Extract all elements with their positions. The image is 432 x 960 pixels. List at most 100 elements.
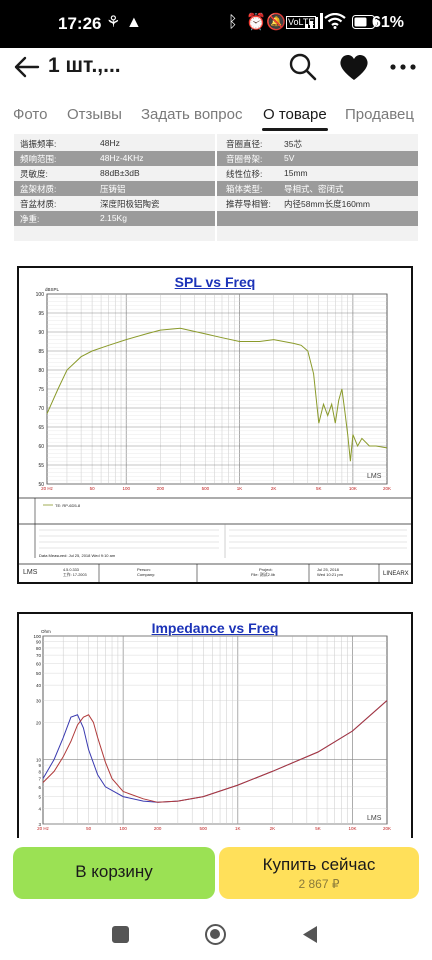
active-tab-indicator: [262, 128, 328, 131]
x-tick-label: 500: [200, 826, 208, 831]
spec-value: 15mm: [284, 168, 308, 178]
x-tick-label: 100: [119, 826, 127, 831]
impedance-chart: 20 Hz 50 100 200 500 1K 2K 5K 10K 20K100908070605…: [19, 629, 411, 841]
bottom-action-bar: В корзину Купить сейчас 2 867 ₽: [0, 838, 432, 900]
wifi-icon: [324, 12, 346, 35]
lms-watermark: LMS: [367, 815, 382, 822]
recent-apps-icon[interactable]: [112, 926, 129, 943]
spec-value: 48Hz-4KHz: [100, 153, 144, 163]
fan-icon: ⚘: [106, 14, 121, 31]
version-text: 4.5.0.333: [63, 568, 79, 572]
x-tick-label: 5K: [316, 486, 322, 491]
spec-key: 箱体类型:: [226, 184, 263, 194]
signal-icon: [304, 13, 326, 35]
y-tick-label: 80: [36, 646, 42, 651]
y-tick-label: 10: [36, 757, 42, 762]
x-tick-label: 20K: [383, 826, 391, 831]
footer-time: Wed 10:21 pm: [317, 572, 344, 577]
spec-key: 盆架材质:: [20, 184, 57, 194]
y-axis-label: dBSPL: [45, 287, 60, 292]
buy-now-label: Купить сейчас: [262, 855, 376, 874]
y-tick-label: 100: [33, 634, 41, 639]
spec-value: 88dB±3dB: [100, 168, 140, 178]
footer-logo: LMS: [23, 569, 38, 576]
x-tick-label: 10K: [349, 486, 357, 491]
y-tick-label: 9: [38, 763, 41, 768]
add-to-cart-button[interactable]: В корзину: [13, 847, 215, 899]
legend-label: TE: RP-6D5-8: [55, 503, 81, 508]
y-tick-label: 20: [36, 720, 42, 725]
tab-about-product[interactable]: О товаре: [263, 106, 327, 123]
search-icon[interactable]: [288, 52, 318, 82]
y-tick-label: 50: [38, 482, 44, 488]
price-label: 2 867 ₽: [298, 877, 340, 891]
mute-icon: 🔕: [266, 14, 286, 31]
spec-key: 推荐导相管:: [226, 199, 271, 209]
add-to-cart-label: В корзину: [75, 862, 153, 881]
y-tick-label: 70: [36, 653, 42, 658]
battery-icon: [352, 15, 378, 35]
y-tick-label: 60: [38, 444, 44, 450]
y-tick-label: 85: [38, 349, 44, 355]
x-tick-label: 50: [90, 486, 96, 491]
spec-table-image: 谐振频率: 48Hz 音圈直径: 35芯 频响范围: 48Hz-4KHz 音圈骨…: [14, 134, 418, 241]
brand-logo: LINEARX: [383, 571, 409, 577]
y-tick-label: 90: [36, 640, 42, 645]
y-tick-label: 55: [38, 463, 44, 469]
spec-value: 35芯: [284, 139, 302, 149]
tab-photo[interactable]: Фото: [13, 106, 48, 123]
x-tick-label: 20 Hz: [37, 826, 50, 831]
impedance-chart-panel: Impedance vs Freq 20 Hz 50 100 200 500 1K 2K 5K…: [17, 612, 413, 848]
plot-area: [42, 635, 388, 825]
spec-key: 谐振频率:: [20, 139, 57, 149]
footer-date: Jul 25, 2018: [317, 567, 340, 572]
y-tick-label: 95: [38, 311, 44, 317]
home-icon[interactable]: [205, 924, 226, 945]
spec-key: 净重:: [20, 214, 40, 224]
tab-reviews[interactable]: Отзывы: [67, 106, 122, 123]
y-tick-label: 30: [36, 699, 42, 704]
chart-title: Impedance vs Freq: [151, 620, 279, 636]
alarm-off-icon: ⏰: [246, 14, 266, 31]
spec-key: 频响范围:: [20, 154, 57, 164]
y-tick-label: 40: [36, 683, 42, 688]
spec-key: 线性位移:: [226, 169, 263, 179]
x-tick-label: 200: [154, 826, 162, 831]
x-tick-label: 20K: [383, 486, 391, 491]
y-tick-label: 50: [36, 671, 42, 676]
x-tick-label: 200: [157, 486, 165, 491]
x-tick-label: 20 Hz: [41, 486, 54, 491]
status-time: 17:26: [58, 14, 102, 33]
spec-key: 音圈骨架:: [226, 154, 263, 164]
x-tick-label: 2K: [270, 826, 276, 831]
company-label: Company:: [137, 572, 155, 577]
x-tick-label: 5K: [315, 826, 321, 831]
spec-divider: [215, 134, 217, 241]
status-bar: 17:26 ⚘ ▲ ᛒ ⏰ 🔕 VoLTE 61%: [0, 0, 432, 48]
buy-now-button[interactable]: Купить сейчас 2 867 ₽: [219, 847, 419, 899]
bluetooth-icon: ᛒ: [228, 14, 238, 31]
x-tick-label: 2K: [271, 486, 277, 491]
more-options-icon[interactable]: [388, 52, 418, 82]
spec-value: 48Hz: [100, 138, 120, 148]
y-tick-label: 75: [38, 387, 44, 393]
back-arrow-icon[interactable]: [12, 52, 42, 82]
y-tick-label: 60: [36, 661, 42, 666]
back-icon[interactable]: [302, 925, 318, 949]
tab-seller[interactable]: Продавец: [345, 106, 414, 123]
x-tick-label: 10K: [348, 826, 356, 831]
date-measured: Data Measured: Jul 25, 2018 Wed 9:10 am: [39, 553, 116, 558]
y-tick-label: 70: [38, 406, 44, 412]
y-tick-label: 65: [38, 425, 44, 431]
x-tick-label: 500: [202, 486, 210, 491]
spec-value: 2.15Kg: [100, 213, 127, 223]
y-tick-label: 6: [38, 785, 41, 790]
favorite-heart-icon[interactable]: [338, 52, 370, 82]
spec-value: 导相式、密闭式: [284, 184, 344, 194]
battery-percent: 61%: [371, 14, 404, 31]
work-text: 工作: 17-2003: [63, 572, 87, 577]
lms-watermark: LMS: [367, 473, 382, 480]
spl-chart: 20 Hz 50 100 200 500 1K 2K 5K 10K 20K100959085807…: [19, 287, 411, 582]
tab-ask-question[interactable]: Задать вопрос: [141, 106, 243, 123]
y-tick-label: 90: [38, 330, 44, 336]
